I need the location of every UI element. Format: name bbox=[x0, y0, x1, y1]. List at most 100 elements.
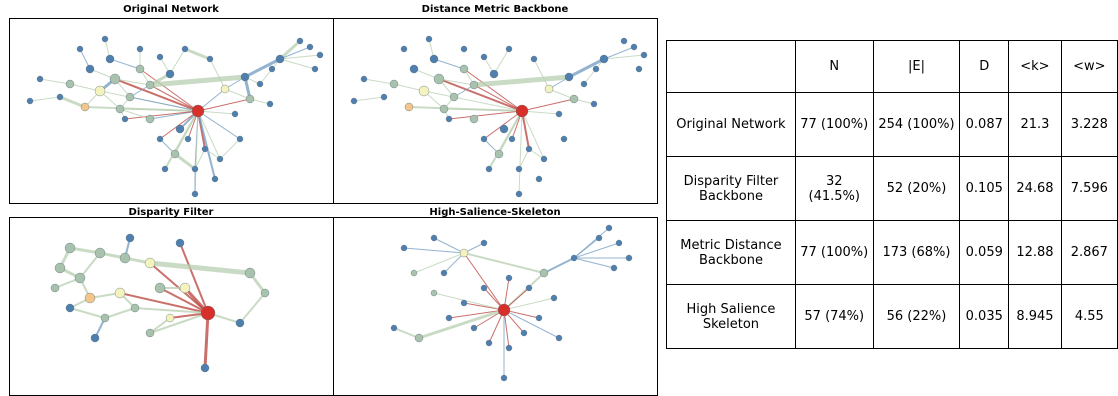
network-node bbox=[525, 145, 533, 153]
network-node bbox=[100, 313, 110, 323]
network-node bbox=[469, 80, 479, 90]
network-edge bbox=[119, 108, 199, 112]
network-node bbox=[625, 254, 633, 262]
network-node bbox=[94, 85, 106, 97]
network-edge bbox=[463, 68, 523, 112]
network-edge bbox=[463, 252, 505, 311]
network-node bbox=[615, 239, 623, 247]
network-node bbox=[175, 124, 185, 134]
network-edge bbox=[279, 54, 321, 60]
network-edge bbox=[448, 309, 505, 319]
network-edge bbox=[124, 110, 199, 120]
network-graph-distance bbox=[350, 35, 648, 198]
cell-n: 77 (100%) bbox=[794, 220, 874, 285]
cell-avg-weight: 4.55 bbox=[1060, 284, 1118, 349]
network-node bbox=[505, 274, 513, 282]
network-edge bbox=[209, 58, 226, 90]
network-node bbox=[161, 165, 169, 173]
cell-n: 32 (41.5%) bbox=[794, 156, 874, 221]
network-node bbox=[425, 35, 433, 43]
network-edge bbox=[149, 260, 251, 276]
network-node bbox=[121, 115, 129, 123]
table-row: High Salience Skeleton 57 (74%) 56 (22%)… bbox=[666, 284, 1118, 349]
network-node bbox=[433, 73, 445, 85]
network-node bbox=[555, 110, 563, 118]
network-node bbox=[170, 149, 180, 159]
cell-n: 57 (74%) bbox=[794, 284, 874, 349]
network-node bbox=[635, 65, 643, 73]
network-edge bbox=[219, 138, 241, 160]
network-node bbox=[470, 324, 478, 332]
network-node bbox=[36, 75, 44, 83]
row-label: Metric Distance Backbone bbox=[666, 220, 796, 285]
hub-node bbox=[191, 104, 205, 118]
network-edge bbox=[120, 288, 160, 293]
cell-edges: 254 (100%) bbox=[872, 92, 961, 157]
network-node bbox=[489, 69, 499, 79]
network-edge bbox=[448, 110, 523, 120]
cell-avg-weight: 2.867 bbox=[1060, 220, 1118, 285]
network-edge bbox=[179, 242, 209, 314]
network-node bbox=[80, 102, 90, 112]
network-node bbox=[165, 69, 175, 79]
network-node bbox=[306, 43, 314, 51]
network-node bbox=[590, 100, 598, 108]
network-edge bbox=[259, 68, 273, 85]
network-edge bbox=[353, 96, 385, 102]
network-node bbox=[409, 64, 419, 74]
cell-edges: 56 (22%) bbox=[872, 284, 961, 349]
network-edge bbox=[119, 292, 209, 314]
network-node bbox=[480, 284, 488, 292]
network-edge bbox=[169, 48, 186, 75]
network-node bbox=[440, 269, 448, 277]
node-layer bbox=[26, 35, 324, 198]
network-edge bbox=[488, 110, 523, 170]
network-edge bbox=[521, 110, 545, 160]
network-node bbox=[115, 104, 125, 114]
network-edge bbox=[79, 252, 101, 279]
cell-density: 0.059 bbox=[959, 220, 1010, 285]
col-header-avg-weight: <w> bbox=[1060, 40, 1118, 93]
network-edge bbox=[184, 47, 211, 61]
network-node bbox=[175, 238, 185, 248]
network-node bbox=[555, 334, 563, 342]
network-edge bbox=[29, 96, 61, 102]
edge-layer bbox=[353, 38, 645, 195]
network-node bbox=[179, 282, 191, 294]
row-label: High Salience Skeleton bbox=[666, 284, 796, 349]
network-node bbox=[508, 135, 516, 143]
network-node bbox=[499, 124, 509, 134]
network-node bbox=[260, 288, 270, 298]
network-edge bbox=[197, 110, 216, 180]
network-node bbox=[400, 45, 408, 53]
network-node bbox=[480, 135, 488, 143]
network-edge bbox=[438, 78, 475, 86]
network-node bbox=[500, 374, 508, 382]
network-node bbox=[65, 303, 75, 313]
network-node bbox=[459, 248, 469, 258]
cell-density: 0.105 bbox=[959, 156, 1010, 221]
col-header-edges: |E| bbox=[872, 40, 961, 93]
network-node bbox=[65, 79, 75, 89]
cell-avg-weight: 7.596 bbox=[1060, 156, 1118, 221]
network-node bbox=[245, 94, 255, 104]
network-node bbox=[439, 104, 449, 114]
network-node bbox=[101, 35, 109, 43]
network-node bbox=[630, 43, 638, 51]
cell-avg-degree: 24.68 bbox=[1008, 156, 1062, 221]
network-node bbox=[485, 339, 493, 347]
network-node bbox=[90, 333, 100, 343]
network-node bbox=[56, 93, 64, 101]
cell-density: 0.035 bbox=[959, 284, 1010, 349]
network-node bbox=[550, 294, 558, 302]
network-node bbox=[26, 97, 34, 105]
network-node bbox=[389, 79, 399, 89]
network-panel-salience bbox=[333, 217, 658, 396]
panel-title-distance: Distance Metric Backbone bbox=[421, 4, 569, 15]
network-edge bbox=[543, 257, 575, 274]
row-label: Disparity Filter Backbone bbox=[666, 156, 796, 221]
network-edge bbox=[159, 287, 209, 314]
network-node bbox=[605, 224, 613, 232]
table-row: Disparity Filter Backbone 32 (41.5%) 52 … bbox=[666, 156, 1118, 221]
table-row: Metric Distance Backbone 77 (100%) 173 (… bbox=[666, 220, 1118, 285]
